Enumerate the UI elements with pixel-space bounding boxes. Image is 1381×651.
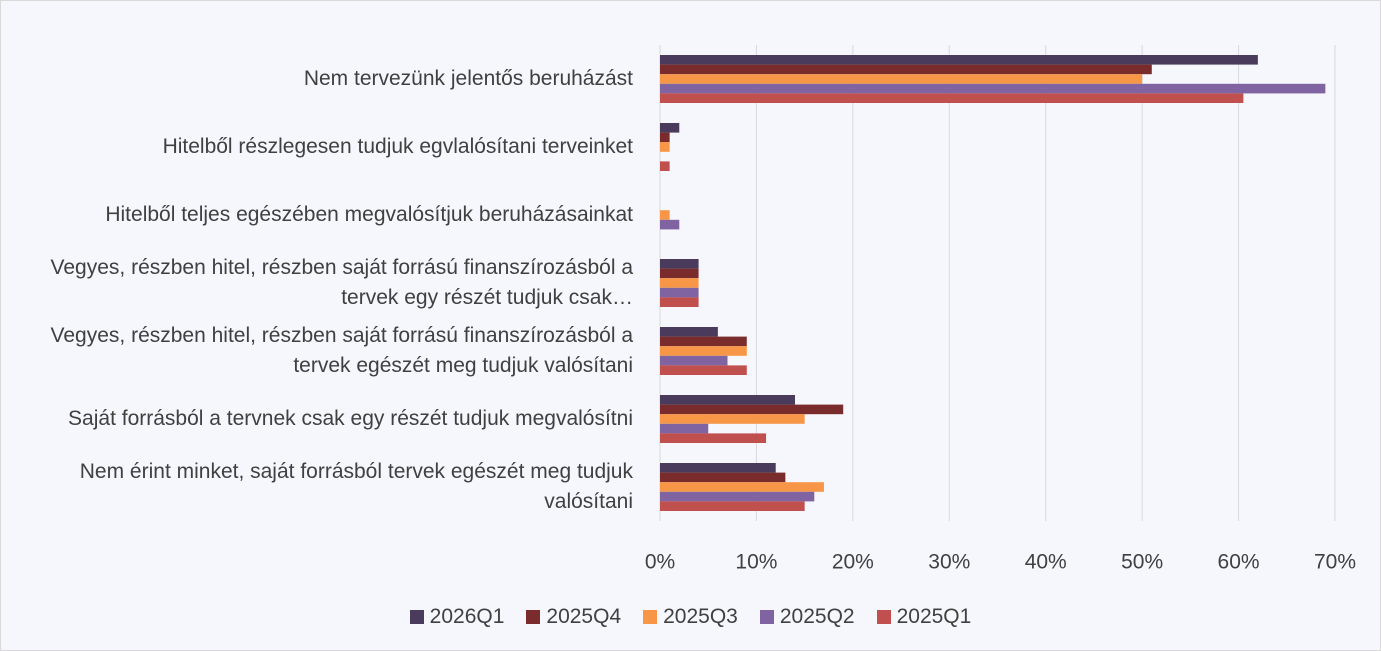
bar [660,336,747,347]
x-tick-label: 30% [928,551,970,574]
category-label: Vegyes, részben hitel, részben saját for… [50,324,633,377]
bar [660,501,805,511]
bar [660,123,680,133]
bar [660,365,747,375]
category-label: Vegyes, részben hitel, részben saját for… [50,256,633,309]
bar [660,297,699,307]
legend: 2026Q1 2025Q4 2025Q3 2025Q2 2025Q1 [1,605,1380,629]
legend-item: 2026Q1 [409,605,505,629]
bar [660,355,728,366]
x-tick-label: 70% [1314,551,1356,574]
x-tick-label: 0% [645,551,675,574]
bar [660,463,776,473]
legend-item: 2025Q4 [526,605,621,629]
legend-label: 2025Q1 [896,605,972,628]
bar [660,404,844,415]
x-tick-label: 60% [1218,551,1260,574]
legend-item: 2025Q1 [876,605,972,629]
bar [660,132,670,143]
legend-swatch [643,610,658,624]
bar [660,491,815,502]
bar [660,414,805,424]
legend-swatch [876,610,891,624]
legend-item: 2025Q2 [759,605,855,629]
category-label: Hitelből teljes egészében megvalósítjuk … [105,203,633,226]
x-tick-label: 10% [735,551,777,574]
legend-label: 2025Q2 [779,605,855,628]
bar [660,83,1326,94]
x-tick-label: 20% [832,551,874,574]
legend-label: 2025Q3 [663,605,738,628]
bar [660,346,747,356]
bar [660,74,1143,84]
bar [660,219,680,230]
category-label: Nem érint minket, saját forrásból tervek… [79,460,633,513]
legend-label: 2025Q4 [546,605,622,628]
legend-label: 2026Q1 [429,605,505,628]
bar [660,278,699,288]
bar [660,259,699,269]
category-label: Hitelből részlegesen tudjuk egvlalósítan… [162,135,633,158]
category-label: Nem tervezünk jelentős beruházást [303,67,633,90]
x-tick-label: 50% [1121,551,1163,574]
bar [660,482,824,492]
bar [660,327,718,337]
legend-swatch [409,610,424,624]
bar [660,287,699,298]
bar [660,472,786,483]
bar [660,395,795,405]
legend-swatch [526,610,541,624]
bar [660,210,670,220]
bar [660,433,767,443]
bar [660,55,1258,65]
legend-item: 2025Q3 [643,605,738,629]
bar [660,161,670,171]
legend-swatch [759,610,774,624]
x-tick-label: 40% [1025,551,1067,574]
bar [660,142,670,152]
bar [660,64,1152,75]
bar [660,268,699,279]
bar [660,423,709,434]
bar [660,93,1244,103]
category-label: Saját forrásból a tervnek csak egy részé… [68,407,633,430]
